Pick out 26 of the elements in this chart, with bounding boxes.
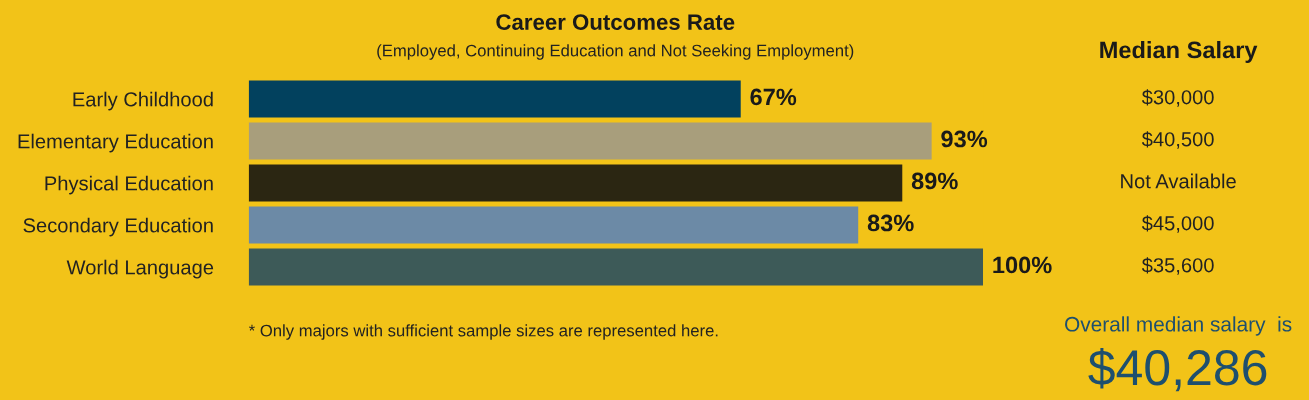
- data-label: 89%: [911, 172, 958, 190]
- bar: [248, 80, 741, 118]
- data-label: 100%: [993, 256, 1052, 274]
- text: Not Available: [1121, 173, 1236, 189]
- y-tick-label: Secondary Education: [23, 217, 213, 237]
- bar: [248, 164, 903, 202]
- y-tick-label: Early Childhood: [73, 91, 213, 111]
- data-label: 93%: [941, 130, 988, 148]
- text: $40,500: [1141, 131, 1214, 149]
- chart-title: Career Outcomes Rate: [496, 14, 735, 30]
- data-label: 83%: [867, 214, 914, 232]
- bar: [248, 248, 984, 286]
- bar: [248, 206, 859, 244]
- y-tick-label: Physical Education: [45, 175, 213, 195]
- y-tick-label: World Language: [66, 259, 214, 279]
- data-label: 67%: [750, 88, 797, 106]
- y-tick-label: Elementary Education: [18, 133, 213, 153]
- text: * Only majors with sufficient sample sizes are represented here.: [248, 324, 718, 340]
- text: Median Salary: [1100, 41, 1258, 63]
- text: Overall median salary is: [1065, 316, 1292, 336]
- chart-subtitle: (Employed, Continuing Education and Not Seeking Employment): [377, 44, 854, 60]
- text: $40,286: [1088, 347, 1267, 392]
- text: $30,000: [1141, 89, 1214, 107]
- text: $35,600: [1141, 257, 1214, 275]
- bar: [248, 122, 932, 160]
- text: $45,000: [1141, 215, 1214, 233]
